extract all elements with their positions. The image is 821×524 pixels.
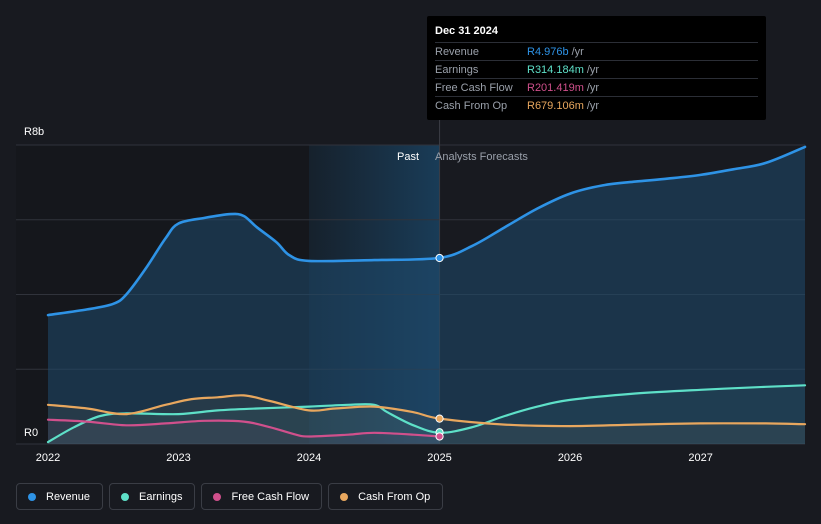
free-cash-flow-series-line xyxy=(46,418,441,438)
y-axis-top-label: R8b xyxy=(24,126,44,138)
hover-tooltip: Dec 31 2024 Revenue R4.976b /yr Earnings… xyxy=(427,16,766,120)
legend-dot-icon xyxy=(28,492,36,501)
y-axis-bottom-label: R0 xyxy=(24,427,38,439)
x-tick-label: 2022 xyxy=(36,452,60,464)
tooltip-row-unit: /yr xyxy=(571,45,584,58)
chart-area: R8b R0 Past Analysts Forecasts 2022 2023 2… xyxy=(16,120,807,464)
legend-item-revenue[interactable]: Revenue xyxy=(16,483,104,510)
tooltip-row-label: Earnings xyxy=(435,63,479,76)
tooltip-date: Dec 31 2024 xyxy=(435,25,498,37)
tooltip-row-label: Free Cash Flow xyxy=(435,81,513,94)
legend-label: Free Cash Flow xyxy=(231,490,310,503)
tooltip-row-value: R679.106m xyxy=(527,99,584,112)
chart-legend: Revenue Earnings Free Cash Flow Cash Fro… xyxy=(16,483,444,510)
tooltip-row-label: Revenue xyxy=(435,45,480,58)
revenue-marker-point xyxy=(435,253,444,263)
revenue-area-fill xyxy=(48,146,805,444)
forecast-label: Analysts Forecasts xyxy=(435,151,528,163)
x-tick-label: 2023 xyxy=(166,452,190,464)
tooltip-row-label: Cash From Op xyxy=(435,99,508,112)
cash-from-op-series-line xyxy=(46,394,807,428)
cash-from-op-marker-point xyxy=(435,414,444,423)
tooltip-row-value: R314.184m xyxy=(527,63,584,76)
tooltip-row-revenue: Revenue R4.976b /yr xyxy=(435,42,758,60)
earnings-area-fill xyxy=(48,385,805,444)
x-tick-label: 2026 xyxy=(558,452,582,464)
x-tick-label: 2025 xyxy=(427,452,451,464)
free-cash-flow-marker-point xyxy=(435,432,444,441)
x-tick-label: 2024 xyxy=(297,452,321,464)
cash-from-op-area-fill xyxy=(48,395,805,444)
legend-item-free-cash-flow[interactable]: Free Cash Flow xyxy=(201,483,323,510)
legend-dot-icon xyxy=(213,492,222,501)
tooltip-row-cash-from-op: Cash From Op R679.106m /yr xyxy=(435,96,758,114)
x-tick-label: 2027 xyxy=(688,452,712,464)
tooltip-row-unit: /yr xyxy=(586,99,600,112)
legend-label: Earnings xyxy=(139,490,183,503)
past-label: Past xyxy=(397,151,419,163)
earnings-series-line xyxy=(46,384,807,444)
tooltip-row-value: R4.976b xyxy=(527,45,569,58)
legend-dot-icon xyxy=(121,492,130,501)
tooltip-row-unit: /yr xyxy=(586,63,600,76)
legend-label: Cash From Op xyxy=(358,490,431,503)
tooltip-row-earnings: Earnings R314.184m /yr xyxy=(435,60,758,78)
tooltip-row-unit: /yr xyxy=(586,81,600,94)
legend-item-cash-from-op[interactable]: Cash From Op xyxy=(328,483,444,510)
legend-dot-icon xyxy=(340,492,349,501)
revenue-series-line xyxy=(46,145,807,317)
tooltip-row-free-cash-flow: Free Cash Flow R201.419m /yr xyxy=(435,78,758,96)
legend-item-earnings[interactable]: Earnings xyxy=(109,483,196,510)
tooltip-row-value: R201.419m xyxy=(527,81,584,94)
legend-label: Revenue xyxy=(46,490,91,503)
